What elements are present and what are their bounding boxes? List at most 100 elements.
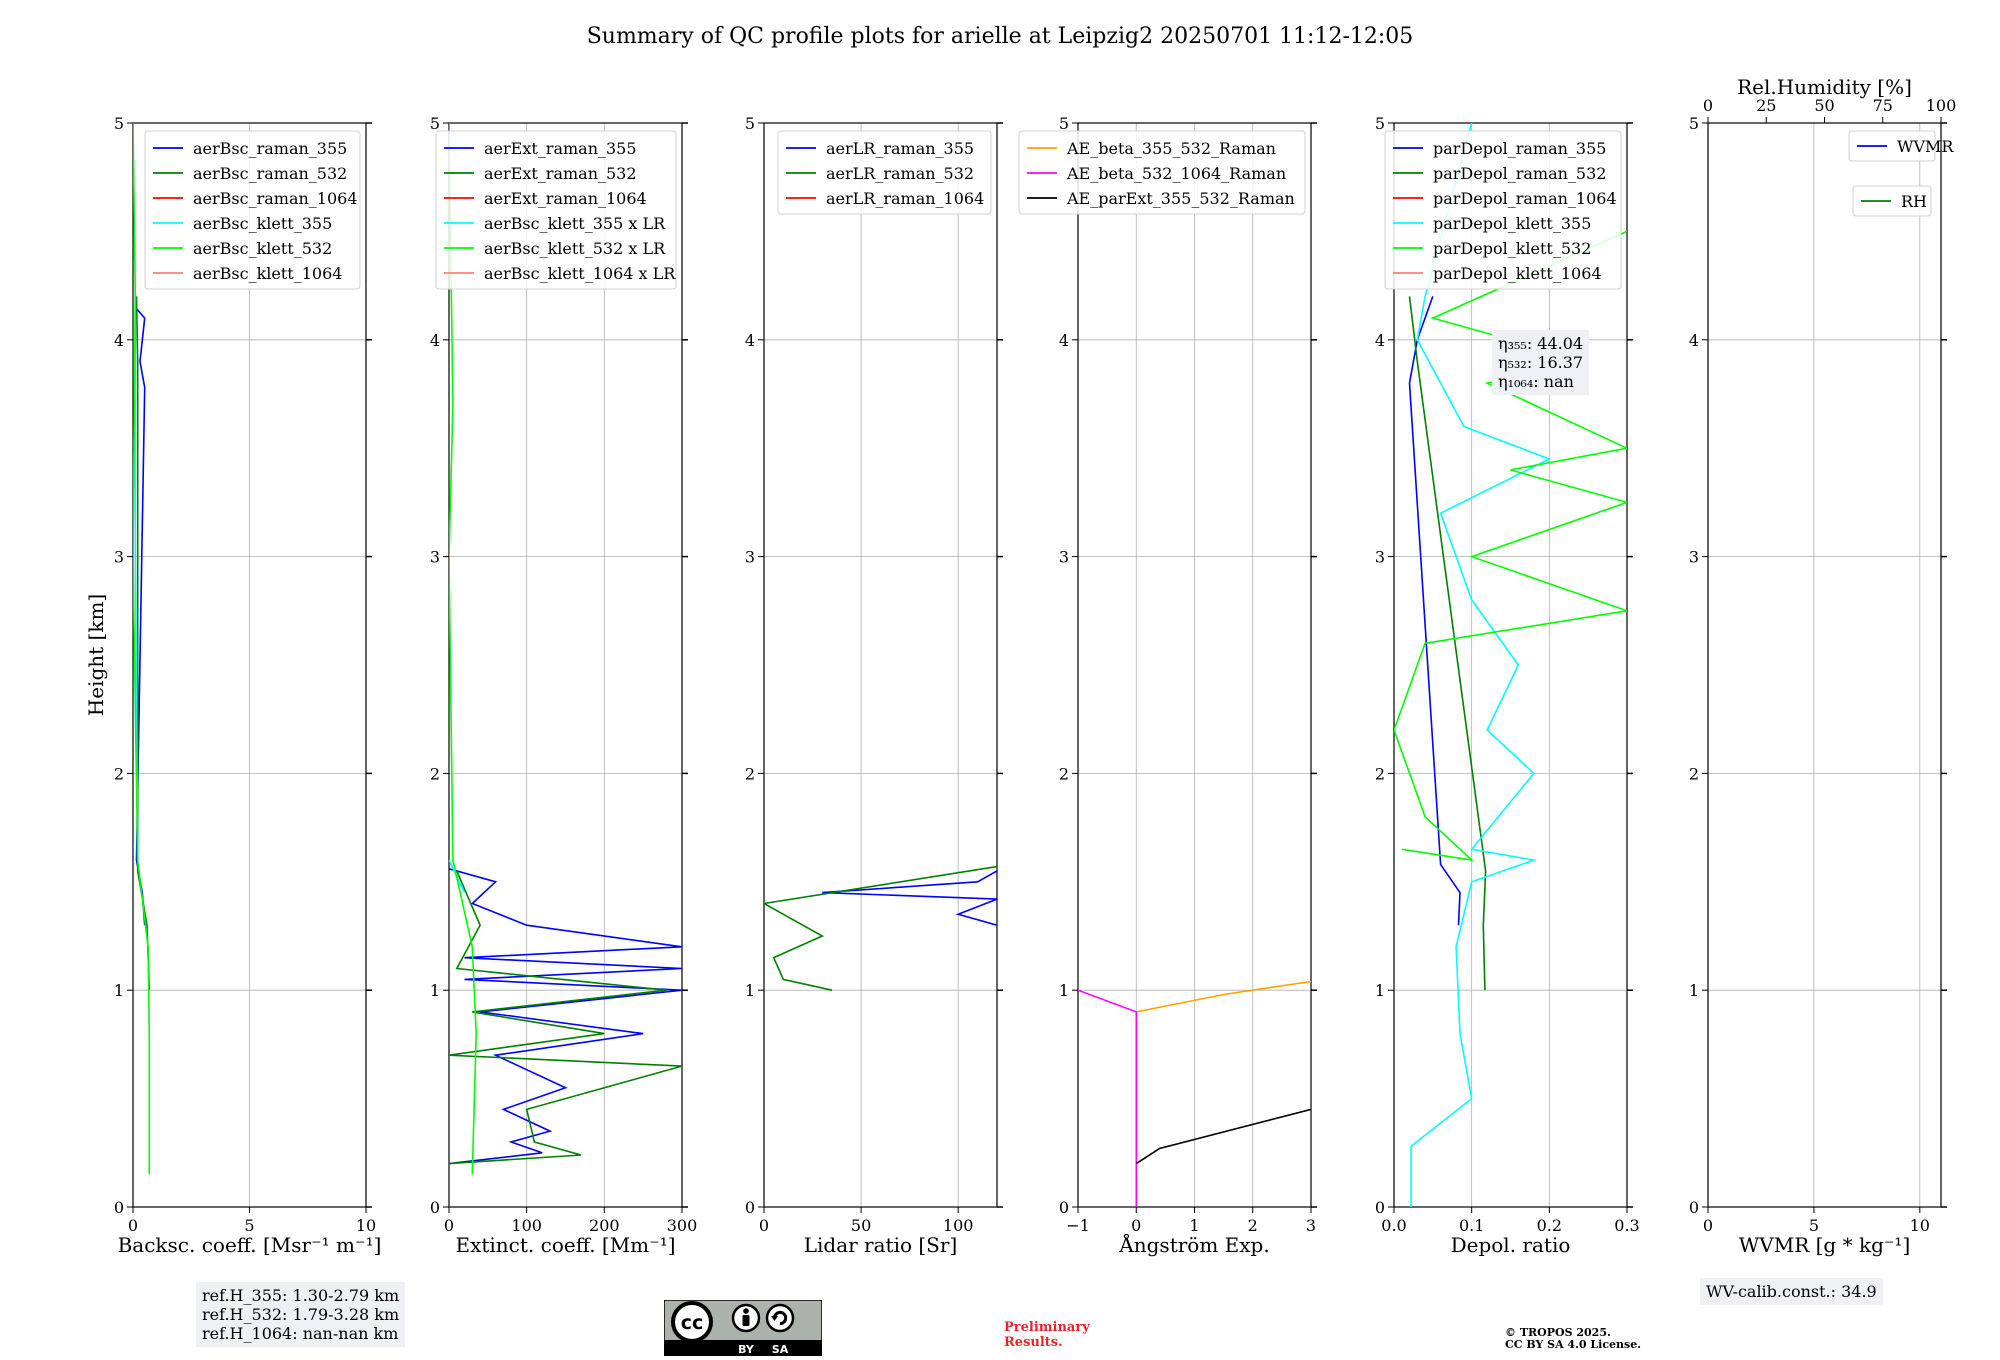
top-x-tick-label: 50: [1814, 96, 1834, 115]
x-tick-label: 3: [1306, 1216, 1316, 1235]
top-x-tick-label: 0: [1703, 96, 1713, 115]
eta-355: η₃₅₅: 44.04: [1498, 334, 1584, 353]
legend-label: aerExt_raman_532: [484, 164, 637, 183]
x-tick-label: 5: [244, 1216, 254, 1235]
y-tick-label: 4: [1375, 331, 1385, 350]
x-tick-label: 0: [128, 1216, 138, 1235]
legend-label: aerLR_raman_355: [826, 139, 974, 158]
legend-label: aerBsc_klett_355 x LR: [484, 214, 666, 233]
copyright-line1: © TROPOS 2025.: [1505, 1326, 1611, 1339]
x-tick-label: 0: [1703, 1216, 1713, 1235]
legend-label: AE_parExt_355_532_Raman: [1066, 189, 1295, 208]
legend-label: aerExt_raman_1064: [484, 189, 647, 208]
legend-label: AE_beta_355_532_Raman: [1066, 139, 1276, 158]
x-axis-label: Ångström Exp.: [1118, 1232, 1269, 1257]
y-tick-label: 0: [114, 1198, 124, 1217]
legend-label: aerLR_raman_532: [826, 164, 974, 183]
series-line-AE_beta_355_532_Raman: [1136, 980, 1311, 1013]
reference-height-box: ref.H_355: 1.30-2.79 km ref.H_532: 1.79-…: [196, 1282, 406, 1347]
cc-text: cc: [681, 1312, 704, 1334]
y-tick-label: 4: [1689, 331, 1699, 350]
y-tick-label: 5: [1375, 114, 1385, 133]
copyright-line2: CC BY SA 4.0 License.: [1505, 1338, 1642, 1351]
cc-by-sa-badge: cc BY SA: [664, 1300, 822, 1356]
eta-532: η₅₃₂: 16.37: [1498, 353, 1584, 372]
y-tick-label: 1: [1689, 981, 1699, 1000]
axes-frame: [1393, 122, 1628, 1208]
series-line-aerLR_raman_532: [764, 865, 997, 991]
x-tick-label: 0: [444, 1216, 454, 1235]
x-tick-label: 200: [589, 1216, 620, 1235]
y-tick-label: 0: [1059, 1198, 1069, 1217]
y-tick-label: 1: [1375, 981, 1385, 1000]
x-axis-label: Depol. ratio: [1451, 1233, 1571, 1257]
y-tick-label: 3: [745, 548, 755, 567]
x-axis-label: Extinct. coeff. [Mm⁻¹]: [455, 1233, 675, 1257]
eta-1064: η₁₀₆₄: nan: [1498, 372, 1574, 391]
y-tick-label: 3: [430, 548, 440, 567]
x-tick-label: 2: [1248, 1216, 1258, 1235]
top-x-tick-label: 75: [1873, 96, 1893, 115]
legend-box: [1852, 185, 1932, 217]
y-tick-label: 3: [1059, 548, 1069, 567]
figure-title: Summary of QC profile plots for arielle …: [587, 24, 1414, 49]
x-tick-label: 0.3: [1614, 1216, 1639, 1235]
series-line-aerBsc_raman_532: [135, 296, 151, 991]
legend-box: [777, 130, 992, 215]
x-tick-label: 0.1: [1459, 1216, 1484, 1235]
y-tick-label: 1: [430, 981, 440, 1000]
y-tick-label: 4: [1059, 331, 1069, 350]
x-tick-label: 100: [511, 1216, 542, 1235]
series-line-AE_parExt_355_532_Raman: [1135, 1108, 1311, 1165]
legend-label: aerExt_raman_355: [484, 139, 637, 158]
legend-label: AE_beta_532_1064_Raman: [1066, 164, 1286, 183]
legend-label: parDepol_raman_355: [1433, 139, 1606, 158]
preliminary-line2: Results.: [1004, 1335, 1063, 1350]
legend-label: aerLR_raman_1064: [826, 189, 984, 208]
y-tick-label: 2: [745, 764, 755, 783]
x-axis-label: WVMR [g * kg⁻¹]: [1739, 1233, 1911, 1257]
legend-box: [1018, 130, 1306, 215]
x-tick-label: 5: [1809, 1216, 1819, 1235]
x-tick-label: 10: [1910, 1216, 1930, 1235]
y-tick-label: 3: [1375, 548, 1385, 567]
series-line-parDepol_raman_532: [1408, 296, 1487, 991]
series-line-aerLR_raman_355: [822, 870, 997, 926]
y-tick-label: 2: [1375, 764, 1385, 783]
wv-calib-box: WV-calib.const.: 34.9: [1700, 1278, 1883, 1305]
top-axis-label: Rel.Humidity [%]: [1737, 75, 1912, 99]
legend-box: [144, 130, 361, 290]
axes-frame: [1077, 122, 1312, 1208]
legend-label: aerBsc_klett_355: [193, 214, 332, 233]
x-tick-label: 1: [1189, 1216, 1199, 1235]
preliminary-line1: Preliminary: [1004, 1320, 1090, 1335]
legend-label: RH: [1901, 192, 1927, 211]
refh-355: ref.H_355: 1.30-2.79 km: [202, 1286, 400, 1305]
legend-label: parDepol_raman_1064: [1433, 189, 1617, 208]
x-tick-label: 0: [1131, 1216, 1141, 1235]
panel-extinction: 0 100 200 300 0 1 2 3 4 5 Extinct. coeff. [Mm⁻¹] ae…: [430, 114, 697, 1257]
sa-label: SA: [772, 1343, 789, 1356]
x-tick-label: 10: [356, 1216, 376, 1235]
by-label: BY: [738, 1343, 755, 1356]
legend-label: aerBsc_raman_532: [193, 164, 347, 183]
y-tick-label: 1: [1059, 981, 1069, 1000]
y-tick-label: 5: [1059, 114, 1069, 133]
refh-1064: ref.H_1064: nan-nan km: [202, 1324, 399, 1343]
y-tick-label: 0: [1375, 1198, 1385, 1217]
y-tick-label: 0: [745, 1198, 755, 1217]
axes-frame: [448, 122, 683, 1208]
top-x-tick-label: 100: [1926, 96, 1957, 115]
legend-label: parDepol_klett_1064: [1433, 264, 1602, 283]
legend-label: WVMR: [1897, 137, 1954, 156]
y-tick-label: 5: [745, 114, 755, 133]
legend-label: aerBsc_klett_532 x LR: [484, 239, 666, 258]
legend-label: parDepol_klett_532: [1433, 239, 1591, 258]
series-line-parDepol_klett_355: [1410, 123, 1552, 1207]
y-tick-label: 3: [114, 548, 124, 567]
axes-frame: [1707, 122, 1942, 1208]
legend-label: aerBsc_klett_1064: [193, 264, 342, 283]
